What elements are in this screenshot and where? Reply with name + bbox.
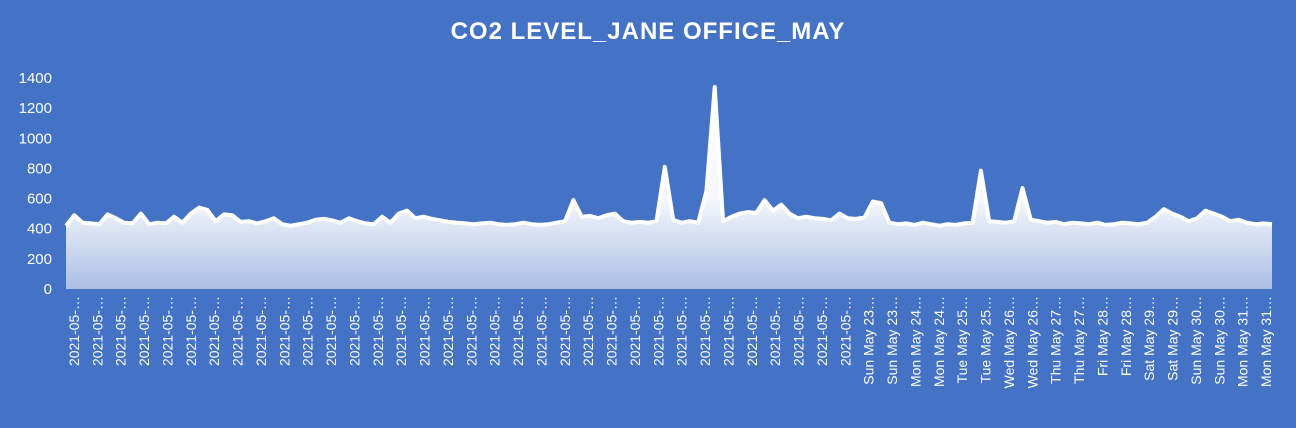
y-tick-label: 1400 xyxy=(19,70,52,87)
x-tick-label: 2021-05-… xyxy=(253,296,269,366)
x-tick-label: 2021-05-… xyxy=(791,296,807,366)
y-tick-label: 400 xyxy=(27,221,52,238)
y-tick-label: 1000 xyxy=(19,130,52,147)
x-tick-label: 2021-05-… xyxy=(440,296,456,366)
x-tick-label: Sat May 29… xyxy=(1141,296,1157,381)
x-tick-label: Wed May 26… xyxy=(1024,296,1040,388)
series-line xyxy=(64,85,1273,228)
y-tick-label: 600 xyxy=(27,191,52,208)
y-axis: 0 200 400 600 800 1000 1200 1400 xyxy=(19,70,52,298)
x-tick-label: 2021-05-… xyxy=(604,296,620,366)
x-tick-label: 2021-05-… xyxy=(650,296,666,366)
x-tick-label: 2021-05-… xyxy=(66,296,82,366)
plot-area xyxy=(64,85,1273,289)
x-tick-label: 2021-05-… xyxy=(814,296,830,366)
y-tick-label: 200 xyxy=(27,251,52,268)
x-tick-label: 2021-05-… xyxy=(160,296,176,366)
x-tick-label: 2021-05-… xyxy=(580,296,596,366)
x-tick-label: 2021-05-… xyxy=(89,296,105,366)
x-tick-label: Sun May 23… xyxy=(884,296,900,385)
y-tick-label: 1200 xyxy=(19,100,52,117)
x-tick-label: Sun May 23… xyxy=(861,296,877,385)
x-tick-label: 2021-05-… xyxy=(463,296,479,366)
x-tick-label: 2021-05-… xyxy=(627,296,643,366)
x-tick-label: Mon May 24… xyxy=(931,296,947,387)
x-tick-label: 2021-05-… xyxy=(113,296,129,366)
x-tick-label: 2021-05-… xyxy=(720,296,736,366)
x-tick-label: 2021-05-… xyxy=(534,296,550,366)
x-tick-label: 2021-05-… xyxy=(697,296,713,366)
x-tick-label: Sun May 30… xyxy=(1188,296,1204,385)
x-tick-label: 2021-05-… xyxy=(557,296,573,366)
x-tick-label: 2021-05-… xyxy=(300,296,316,366)
y-tick-label: 0 xyxy=(44,281,52,298)
x-tick-label: 2021-05-… xyxy=(767,296,783,366)
x-tick-label: Sun May 30… xyxy=(1211,296,1227,385)
y-tick-label: 800 xyxy=(27,160,52,177)
x-tick-label: Tue May 25… xyxy=(954,296,970,383)
x-tick-label: Mon May 31… xyxy=(1235,296,1251,387)
chart-title: CO2 LEVEL_JANE OFFICE_MAY xyxy=(450,18,846,45)
x-tick-label: 2021-05-… xyxy=(136,296,152,366)
x-tick-label: 2021-05-… xyxy=(183,296,199,366)
x-tick-label: 2021-05-… xyxy=(347,296,363,366)
x-tick-label: Sat May 29… xyxy=(1165,296,1181,381)
x-tick-label: Fri May 28… xyxy=(1118,296,1134,376)
x-tick-label: 2021-05-… xyxy=(744,296,760,366)
x-tick-label: 2021-05-… xyxy=(370,296,386,366)
x-tick-label: 2021-05-… xyxy=(323,296,339,366)
x-tick-label: 2021-05-… xyxy=(417,296,433,366)
x-tick-label: Mon May 31… xyxy=(1258,296,1274,387)
x-tick-label: 2021-05-… xyxy=(206,296,222,366)
x-tick-label: 2021-05-… xyxy=(276,296,292,366)
x-tick-label: 2021-05-… xyxy=(674,296,690,366)
x-tick-label: 2021-05-… xyxy=(487,296,503,366)
x-tick-label: 2021-05-… xyxy=(230,296,246,366)
x-tick-label: Thu May 27… xyxy=(1048,296,1064,384)
x-tick-label: 2021-05-… xyxy=(510,296,526,366)
x-tick-label: Thu May 27… xyxy=(1071,296,1087,384)
x-axis: 2021-05-… 2021-05-… 2021-05-… 2021-05-… 2021… xyxy=(66,296,1274,388)
x-tick-label: Tue May 25… xyxy=(978,296,994,383)
x-tick-label: Wed May 26… xyxy=(1001,296,1017,388)
x-tick-label: Fri May 28… xyxy=(1094,296,1110,376)
x-tick-label: 2021-05-… xyxy=(837,296,853,366)
series-area xyxy=(66,87,1272,289)
x-tick-label: Mon May 24… xyxy=(907,296,923,387)
x-tick-label: 2021-05-… xyxy=(393,296,409,366)
